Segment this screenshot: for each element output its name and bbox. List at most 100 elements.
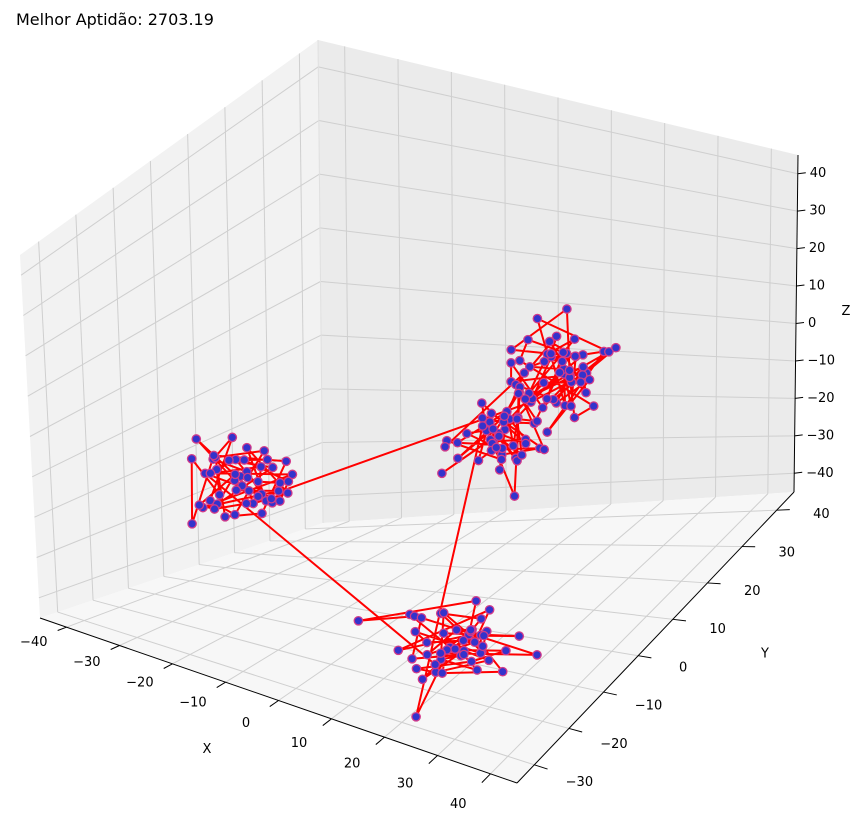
x-tick-label: 20	[344, 756, 361, 771]
data-point	[462, 428, 472, 439]
data-point	[478, 630, 489, 641]
data-point	[452, 437, 463, 448]
data-point	[187, 518, 197, 529]
data-point	[283, 476, 294, 487]
x-tick	[375, 736, 385, 745]
x-tick	[428, 755, 438, 764]
z-tick	[797, 209, 806, 212]
data-point	[205, 468, 216, 479]
grid-line-x-floor	[331, 503, 612, 720]
data-point	[231, 485, 242, 496]
grid-line-z-left	[38, 495, 323, 599]
data-point	[275, 496, 285, 506]
grid-line-z-back	[319, 173, 797, 250]
data-point	[422, 649, 433, 660]
grid-line-x-floor	[119, 517, 402, 646]
x-tick-label: 10	[291, 736, 308, 751]
data-point	[537, 402, 548, 413]
data-point	[244, 485, 254, 496]
data-point	[440, 441, 450, 452]
x-tick	[269, 700, 279, 707]
data-point	[501, 645, 511, 656]
data-point	[253, 491, 263, 502]
data-point	[438, 628, 449, 639]
y-axis-label: Y	[760, 647, 769, 662]
data-point	[438, 607, 449, 618]
data-point	[477, 421, 488, 431]
x-tick	[322, 718, 332, 726]
grid-line-z-left	[20, 66, 319, 276]
data-point	[486, 408, 497, 419]
y-tick	[776, 509, 790, 511]
z-tick	[794, 434, 803, 437]
data-point	[287, 469, 298, 480]
data-point	[544, 336, 555, 347]
grid-line-z-back	[321, 388, 796, 399]
data-point	[562, 304, 572, 314]
data-point	[581, 387, 591, 398]
data-point	[604, 346, 614, 357]
y-tick-label: 10	[709, 622, 726, 637]
data-point	[554, 367, 565, 378]
data-point	[514, 631, 525, 641]
data-point	[437, 668, 448, 678]
data-point	[509, 491, 520, 501]
y-tick-label: 20	[744, 584, 761, 599]
data-point	[273, 486, 284, 496]
data-point	[564, 365, 575, 376]
y-tick-label: 30	[779, 546, 796, 561]
grid-line-x-floor	[384, 500, 664, 738]
data-point	[257, 508, 267, 519]
data-point	[512, 414, 522, 424]
grid-line-y-floor	[128, 587, 604, 693]
y-tick-label: 40	[813, 507, 830, 522]
data-point	[532, 416, 542, 427]
data-point	[266, 493, 277, 504]
grid-line-x-floor	[172, 513, 455, 665]
data-point	[551, 331, 562, 342]
data-point	[230, 469, 241, 480]
data-point	[539, 356, 550, 367]
grid-line-y-floor	[269, 540, 743, 548]
grid-line-x-floor	[490, 493, 769, 775]
data-point	[483, 655, 494, 666]
data-point	[514, 355, 525, 366]
x-tick-label: −10	[179, 696, 206, 711]
data-point	[465, 625, 476, 635]
z-tick	[796, 247, 805, 250]
data-point	[520, 394, 531, 404]
data-point	[242, 472, 253, 483]
data-point	[484, 604, 495, 615]
z-tick	[797, 172, 806, 175]
grid-line-z-left	[32, 334, 322, 478]
x-tick-label: −30	[73, 655, 100, 670]
grid-line-z-back	[318, 120, 798, 212]
grid-line-y-floor	[92, 599, 570, 729]
data-point	[520, 438, 531, 449]
data-point	[208, 450, 219, 461]
data-point	[275, 478, 285, 488]
z-tick-label: −30	[807, 428, 834, 443]
grid-line-z-left	[29, 281, 321, 437]
data-point	[546, 348, 556, 359]
grid-line-x-floor	[225, 510, 507, 683]
grid-line-z-left	[25, 173, 320, 357]
data-point	[523, 334, 533, 345]
grid-line-y-floor	[199, 564, 673, 620]
y-tick-label: 0	[679, 660, 687, 675]
z-tick-label: 30	[809, 204, 826, 219]
data-point	[516, 450, 527, 460]
data-point	[227, 432, 238, 443]
data-point	[267, 462, 278, 473]
data-point	[241, 498, 252, 509]
z-tick-label: 40	[810, 166, 827, 181]
data-point	[416, 612, 427, 623]
data-point	[256, 461, 266, 472]
data-point	[471, 596, 481, 606]
data-point	[191, 434, 202, 444]
data-point	[186, 453, 197, 464]
y-tick	[707, 582, 721, 585]
data-point	[458, 635, 469, 646]
data-point	[473, 455, 484, 466]
